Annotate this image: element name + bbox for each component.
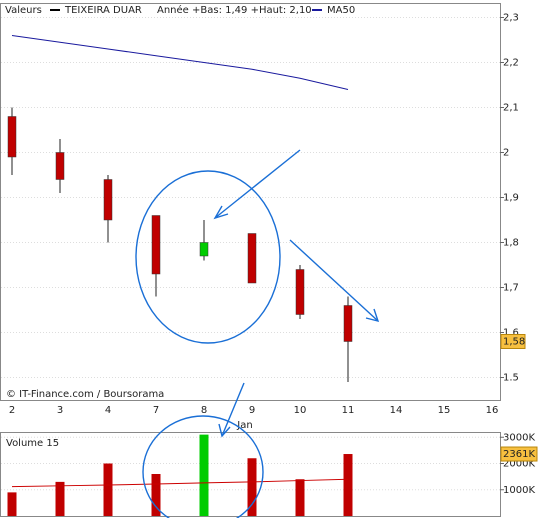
candle-body xyxy=(7,116,17,158)
plot: 1.5 1,6 1,7 1,8 1,9 2 2,1 2,2 2,3 2 3 4 7 8 9 10 11 14 15 1… xyxy=(1,13,538,516)
annotation-arrow xyxy=(289,239,379,322)
volume-bar xyxy=(343,454,353,516)
volume-bar xyxy=(295,479,305,516)
candle-body xyxy=(55,152,65,180)
volume-title: Volume 15 xyxy=(6,438,59,449)
volume-panel xyxy=(0,432,501,517)
volume-bar xyxy=(103,463,113,516)
x-tick-label: 4 xyxy=(105,405,111,416)
x-tick-label: 2 xyxy=(9,405,15,416)
volume-average-line xyxy=(11,478,349,488)
annotation-arrowhead xyxy=(213,205,229,220)
volume-bar xyxy=(151,474,161,516)
x-tick-label: 7 xyxy=(153,405,159,416)
x-axis-label: Jan xyxy=(236,420,252,431)
x-tick-label: 11 xyxy=(342,405,355,416)
last-value-label: 2361K xyxy=(503,449,535,460)
y-tick-label: 1,6 xyxy=(503,328,519,339)
candle-body xyxy=(103,179,113,221)
y-tick-label: 2,2 xyxy=(503,58,519,69)
x-tick-label: 16 xyxy=(486,405,499,416)
y-tick-label: 1,8 xyxy=(503,238,519,249)
x-tick-label: 3 xyxy=(57,405,63,416)
volume-bar xyxy=(55,481,65,516)
source: © IT-Finance.com / Boursorama xyxy=(6,389,164,400)
y-tick-label: 1000K xyxy=(503,485,535,496)
y-tick-label: 2,3 xyxy=(503,13,519,24)
annotation-arrow xyxy=(221,382,245,437)
volume-bar xyxy=(247,458,257,516)
ma-line xyxy=(11,35,349,90)
annotation-arrowhead xyxy=(365,308,380,322)
candle-body xyxy=(199,242,209,257)
y-tick-label: 1.5 xyxy=(503,373,519,384)
volume-bar xyxy=(7,492,17,516)
x-tick-label: 15 xyxy=(438,405,451,416)
price-panel xyxy=(0,3,501,401)
panel-label: Valeurs xyxy=(5,5,42,16)
subtitle: Année +Bas: 1,49 +Haut: 2,10 xyxy=(157,4,312,16)
candle-body xyxy=(151,215,161,275)
candle-body xyxy=(247,233,257,284)
candle-body xyxy=(343,305,353,342)
volume-bar xyxy=(199,434,209,516)
x-tick-label: 10 xyxy=(294,405,307,416)
legend-label: MA50 xyxy=(327,5,355,16)
y-tick-label: 2000K xyxy=(503,459,535,470)
y-tick-label: 1,9 xyxy=(503,193,519,204)
y-tick-label: 2,1 xyxy=(503,103,519,114)
last-value-label: 1,58 xyxy=(503,337,525,348)
last-value-box xyxy=(500,334,526,349)
last-value-box xyxy=(500,446,538,462)
annotation-circle xyxy=(135,170,281,344)
x-tick-label: 14 xyxy=(390,405,403,416)
annotation-circle xyxy=(142,415,264,518)
annotation-arrow xyxy=(214,149,301,219)
candle-body xyxy=(295,269,305,315)
x-tick-label: 8 xyxy=(201,405,207,416)
y-tick-label: 3000K xyxy=(503,432,535,443)
x-tick-label: 9 xyxy=(249,405,255,416)
y-tick-label: 2 xyxy=(503,148,509,159)
y-tick-label: 1,7 xyxy=(503,283,519,294)
annotation-arrowhead xyxy=(218,423,231,438)
legend-label: TEIXEIRA DUAR xyxy=(64,5,142,16)
